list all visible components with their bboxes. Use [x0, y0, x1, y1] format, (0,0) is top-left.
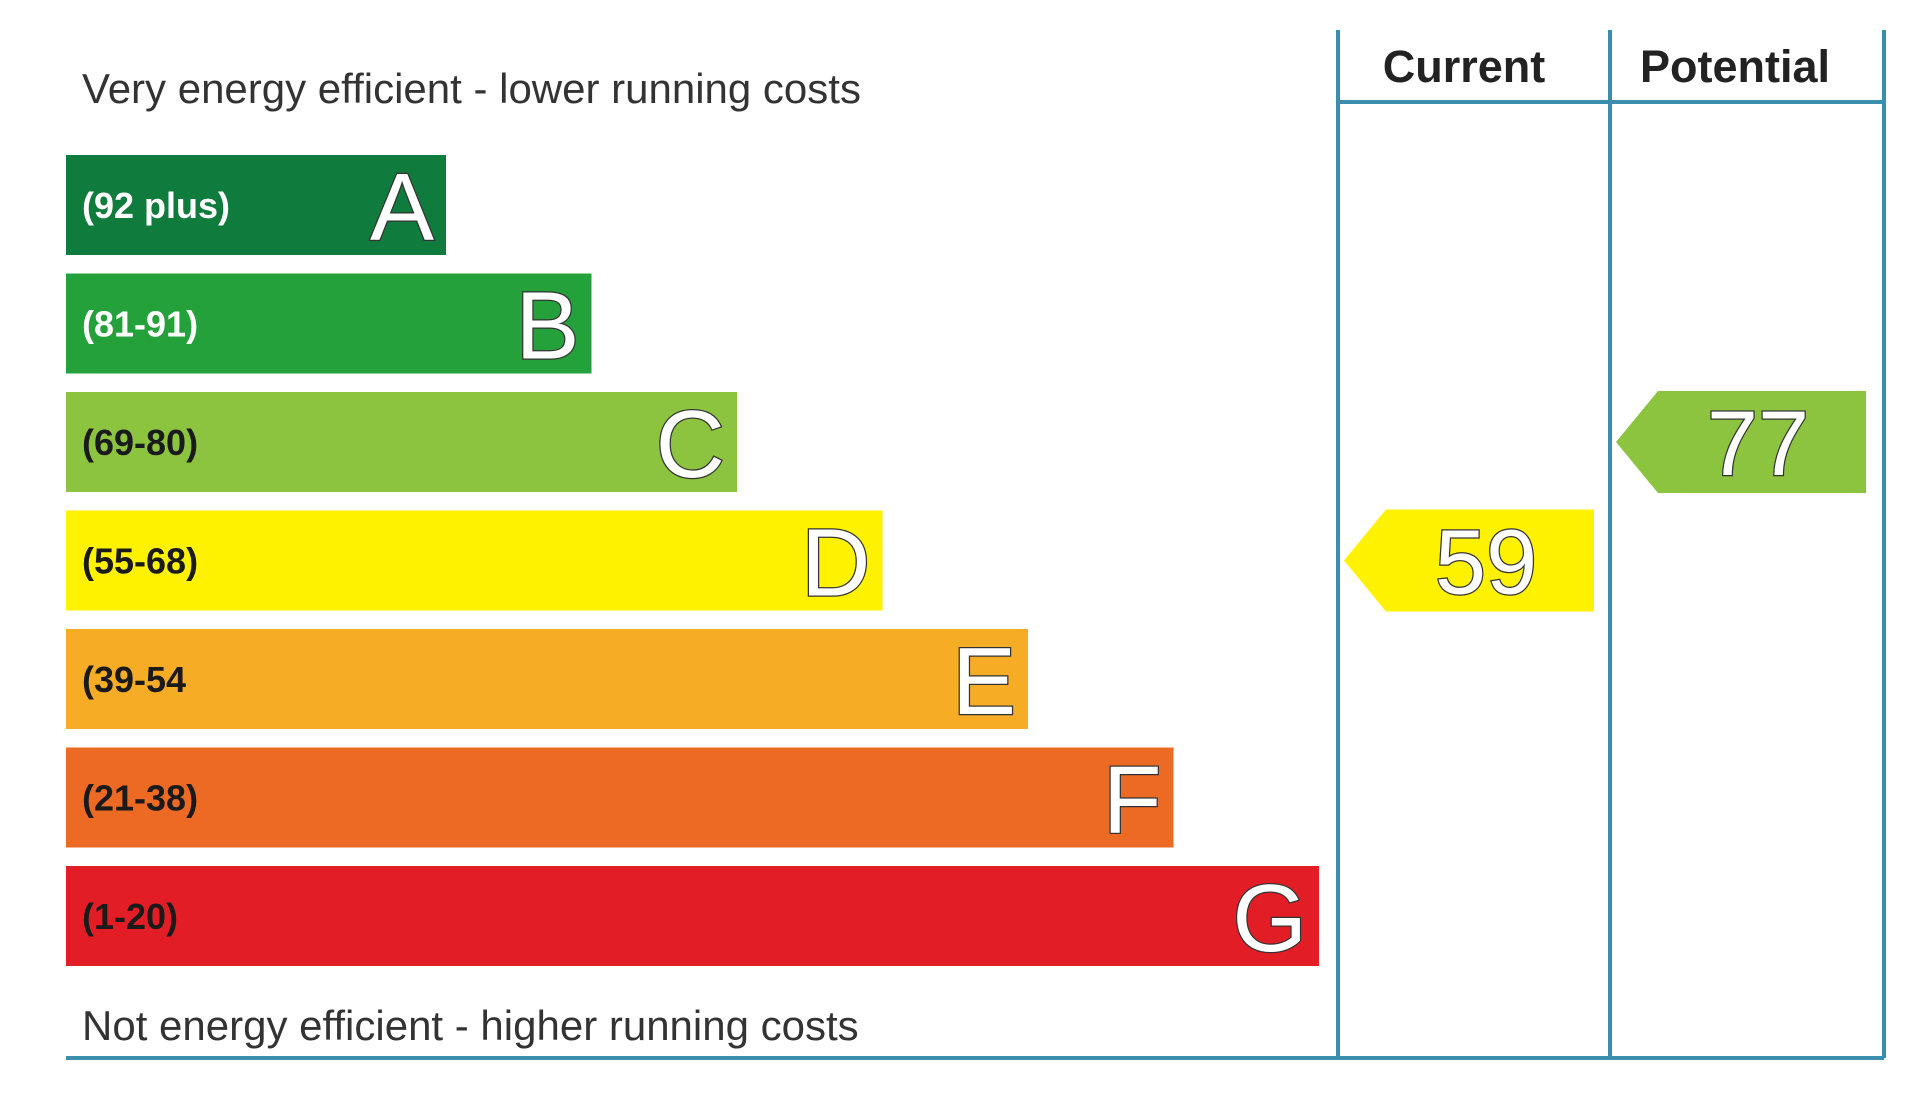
- band-e-range-label: (39-54: [82, 659, 186, 700]
- band-b: (81-91) B: [66, 271, 592, 381]
- band-b-letter: B: [515, 273, 579, 380]
- band-e-letter: E: [952, 628, 1016, 735]
- bottom-caption: Not energy efficient - higher running co…: [82, 1002, 859, 1049]
- top-caption: Very energy efficient - lower running co…: [82, 65, 861, 112]
- ratings: 59 77: [1344, 391, 1866, 615]
- band-e-bar: [66, 629, 1028, 729]
- band-b-bar: [66, 273, 592, 374]
- potential-rating-arrow-shape: [1616, 391, 1866, 493]
- chart-frame: [66, 30, 1886, 1060]
- band-f-bar: [66, 747, 1174, 848]
- band-d-bar: [66, 510, 883, 611]
- band-g-bar: [66, 866, 1319, 966]
- band-g-letter: G: [1232, 865, 1307, 972]
- band-c-bar: [66, 392, 737, 492]
- current-rating-arrow-shape: [1344, 509, 1594, 612]
- potential-rating-arrow: 77: [1616, 391, 1866, 496]
- band-f: (21-38) F: [66, 745, 1174, 855]
- band-d: (55-68) D: [66, 508, 883, 618]
- band-d-letter: D: [801, 510, 870, 617]
- current-column-header: Current: [1383, 41, 1546, 92]
- band-g-range-label: (1-20): [82, 896, 178, 937]
- band-a-letter: A: [370, 154, 434, 261]
- band-b-range-label: (81-91): [82, 304, 198, 345]
- band-c-letter: C: [656, 391, 725, 498]
- band-a-range-label: (92 plus): [82, 185, 230, 226]
- band-g: (1-20) G: [66, 864, 1319, 973]
- band-c-range-label: (69-80): [82, 422, 198, 463]
- bands: (92 plus) A(81-91) B(69-80) C(55-68) D(39-54…: [66, 153, 1319, 973]
- band-a-bar: [66, 155, 446, 255]
- band-a: (92 plus) A: [66, 153, 446, 262]
- potential-rating-value: 77: [1707, 393, 1809, 495]
- potential-column-header: Potential: [1640, 41, 1830, 92]
- band-c: (69-80) C: [66, 390, 737, 499]
- current-rating-value: 59: [1435, 512, 1537, 614]
- band-d-range-label: (55-68): [82, 541, 198, 582]
- band-f-letter: F: [1103, 747, 1162, 854]
- current-rating-arrow: 59: [1344, 509, 1594, 615]
- band-e: (39-54 E: [66, 627, 1028, 736]
- band-f-range-label: (21-38): [82, 778, 198, 819]
